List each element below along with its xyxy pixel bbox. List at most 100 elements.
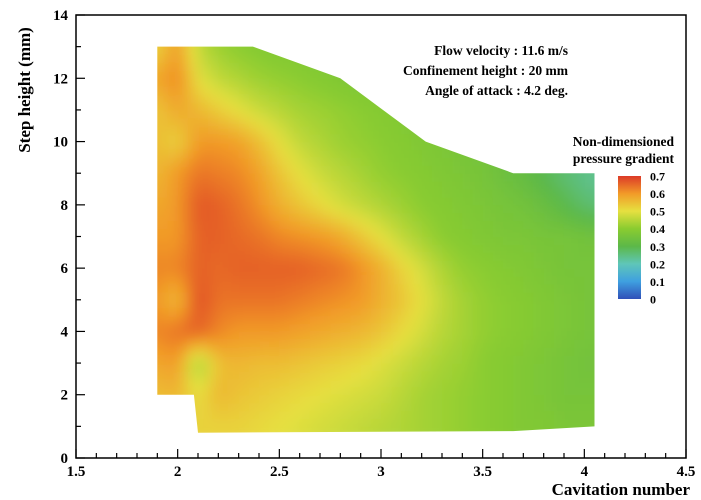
field-cell xyxy=(432,434,443,443)
field-cell xyxy=(299,339,311,348)
field-cell xyxy=(299,228,311,238)
field-cell xyxy=(157,418,169,427)
field-cell xyxy=(177,165,189,174)
field-cell xyxy=(157,355,158,364)
field-cell xyxy=(289,260,301,269)
field-cell xyxy=(248,109,260,119)
field-cell xyxy=(259,252,270,261)
field-cell xyxy=(574,31,585,40)
field-cell xyxy=(421,157,433,166)
field-cell xyxy=(411,378,423,388)
field-cell xyxy=(553,189,565,198)
field-cell xyxy=(157,141,158,151)
field-cell xyxy=(228,196,240,206)
y-tick-label: 12 xyxy=(53,71,68,87)
field-cell xyxy=(259,54,270,64)
field-cell xyxy=(218,323,230,332)
field-cell xyxy=(411,386,423,396)
field-cell xyxy=(503,347,514,356)
field-cell xyxy=(513,434,524,443)
field-cell xyxy=(401,339,413,348)
field-cell xyxy=(503,418,514,427)
x-tick-label: 3 xyxy=(377,464,385,480)
field-cell xyxy=(381,165,392,174)
field-cell xyxy=(279,410,291,419)
field-cell xyxy=(533,109,545,119)
field-cell xyxy=(452,181,463,190)
field-cell xyxy=(248,133,260,143)
field-cell xyxy=(401,102,413,111)
field-cell xyxy=(187,109,199,119)
field-cell xyxy=(615,411,626,420)
field-cell xyxy=(452,378,463,388)
field-cell xyxy=(157,204,158,214)
field-cell xyxy=(218,291,230,301)
field-cell xyxy=(584,363,595,372)
field-cell xyxy=(595,31,606,40)
field-cell xyxy=(442,355,453,364)
field-cell xyxy=(421,204,433,214)
field-cell xyxy=(238,260,250,269)
field-cell xyxy=(198,212,209,222)
field-cell xyxy=(238,355,250,364)
field-cell xyxy=(340,244,352,253)
field-cell xyxy=(289,402,301,412)
field-cell xyxy=(482,347,494,356)
x-tick-label: 1.5 xyxy=(67,464,86,480)
field-cell xyxy=(340,125,352,135)
field-cell xyxy=(309,117,321,127)
field-cell xyxy=(503,434,514,443)
field-cell xyxy=(157,394,169,404)
field-cell xyxy=(320,355,331,364)
y-tick-label: 6 xyxy=(61,261,69,277)
field-cell xyxy=(290,31,301,40)
field-cell xyxy=(218,133,230,143)
field-cell xyxy=(259,371,270,380)
field-cell xyxy=(309,378,321,388)
field-cell xyxy=(543,378,555,388)
x-tick-label: 2 xyxy=(174,464,182,480)
field-cell xyxy=(533,189,545,198)
field-cell xyxy=(431,331,443,340)
field-cell xyxy=(177,426,189,433)
field-cell xyxy=(299,307,311,317)
field-cell xyxy=(167,402,179,412)
field-cell xyxy=(564,173,575,182)
field-cell xyxy=(574,244,585,253)
field-cell xyxy=(320,181,331,190)
field-cell xyxy=(218,86,230,95)
field-cell xyxy=(208,133,219,143)
field-cell xyxy=(340,236,352,245)
field-cell xyxy=(584,228,595,238)
field-cell xyxy=(137,189,148,198)
field-cell xyxy=(553,410,565,419)
field-cell xyxy=(533,102,545,111)
field-cell xyxy=(238,196,250,206)
field-cell xyxy=(157,181,158,190)
field-cell xyxy=(391,276,402,285)
field-cell xyxy=(309,418,321,427)
field-cell xyxy=(584,212,595,222)
field-cell xyxy=(442,291,453,301)
field-cell xyxy=(167,291,179,301)
field-cell xyxy=(177,402,189,412)
field-cell xyxy=(289,46,301,48)
field-cell xyxy=(137,78,148,87)
field-cell xyxy=(401,220,413,230)
field-cell xyxy=(269,189,280,198)
field-cell xyxy=(320,70,331,79)
field-cell xyxy=(503,268,514,277)
field-cell xyxy=(187,410,199,419)
colorbar-gradient xyxy=(618,176,641,299)
field-cell xyxy=(360,196,372,206)
field-cell xyxy=(330,410,341,419)
field-cell xyxy=(299,252,311,261)
field-cell xyxy=(238,165,250,174)
field-cell xyxy=(187,149,199,158)
field-cell xyxy=(533,307,545,317)
field-cell xyxy=(421,363,433,372)
field-cell xyxy=(574,378,585,388)
field-cell xyxy=(431,125,443,135)
field-cell xyxy=(248,62,260,71)
field-cell xyxy=(574,189,585,198)
